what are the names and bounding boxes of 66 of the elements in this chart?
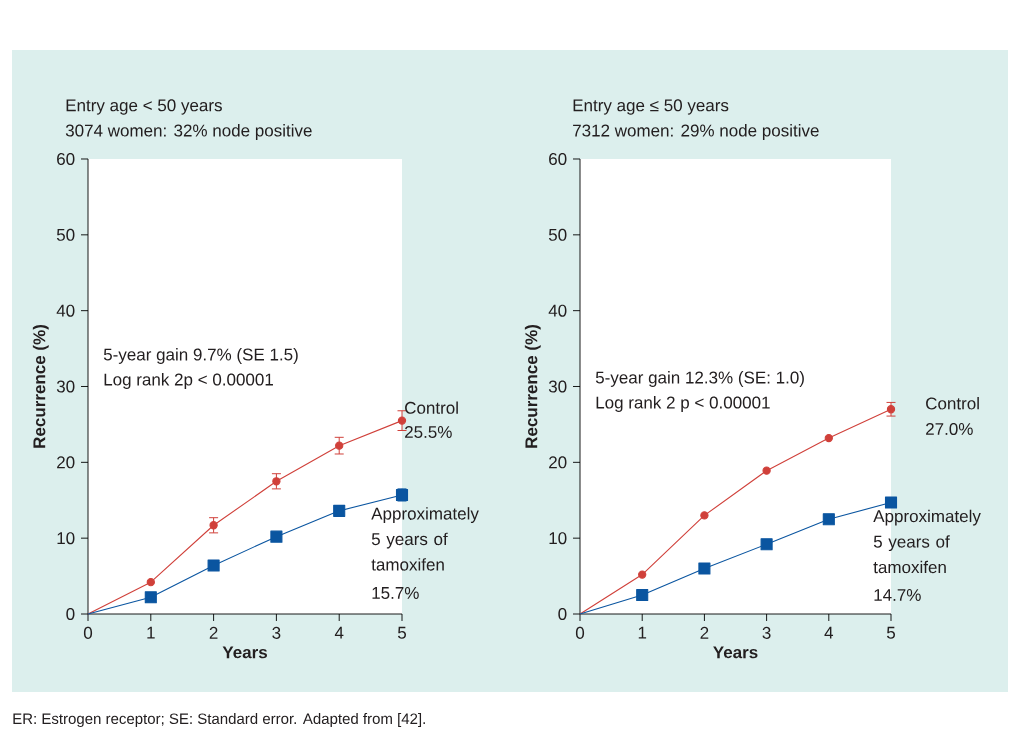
- point: [822, 513, 835, 526]
- series-label: Approximately 5 years of tamoxifen: [873, 509, 981, 574]
- annotation: 5-year gain 12.3% (SE: 1.0): [595, 371, 804, 387]
- x-tick-label: 5: [886, 626, 896, 639]
- series-label: Control: [926, 397, 979, 410]
- series-label: Control: [405, 401, 458, 414]
- point: [700, 511, 709, 520]
- y-tick-label: 40: [548, 304, 567, 317]
- y-tick-label: 10: [57, 532, 75, 545]
- text: 25.5%: [405, 425, 452, 439]
- x-tick-label: 1: [147, 626, 155, 639]
- point: [760, 538, 773, 551]
- y-tick-label: 30: [548, 380, 567, 393]
- text: ER: Estrogen receptor; SE: Standard error. Adapted from [42].: [13, 713, 425, 727]
- chart-title: Entry age ≤ 50 years: [573, 99, 729, 115]
- y-tick-label: 30: [56, 380, 75, 393]
- y-tick-label: 40: [56, 304, 75, 317]
- x-tick-label: 0: [83, 626, 93, 639]
- x-tick-label: 0: [575, 626, 585, 639]
- x-tick-label: 2: [700, 626, 709, 639]
- point: [335, 441, 344, 450]
- series-label: Approximately 5 years of tamoxifen: [371, 507, 479, 571]
- annotation: Log rank 2p < 0.00001: [104, 373, 273, 389]
- x-axis-title: Years: [713, 646, 758, 659]
- y-tick-label: 50: [56, 228, 75, 241]
- point: [397, 416, 407, 425]
- point: [636, 588, 649, 602]
- point: [886, 405, 896, 414]
- x-tick-label: 5: [397, 626, 407, 639]
- y-tick-label: 50: [548, 228, 567, 241]
- y-tick-label: 60: [549, 152, 567, 166]
- point: [333, 504, 346, 517]
- point: [762, 466, 771, 475]
- x-tick-label: 2: [209, 626, 218, 639]
- x-axis-title: Years: [222, 646, 267, 659]
- point: [207, 559, 220, 572]
- annotation: 15.7%: [372, 587, 419, 599]
- y-tick-label: 0: [558, 607, 567, 621]
- point: [698, 562, 711, 575]
- y-tick-label: 10: [549, 532, 567, 545]
- y-axis-title: Recurrence (%): [524, 325, 541, 448]
- y-tick-label: 20: [549, 456, 567, 469]
- x-tick-label: 3: [762, 626, 771, 639]
- point: [146, 578, 155, 587]
- y-tick-label: 0: [66, 607, 75, 621]
- annotation: 14.7%: [874, 589, 921, 601]
- y-axis-title: Recurrence (%): [32, 325, 49, 448]
- point: [824, 433, 833, 443]
- x-tick-label: 4: [334, 626, 344, 639]
- x-tick-label: 1: [638, 626, 647, 639]
- point: [638, 570, 647, 579]
- text: 27.0%: [926, 422, 973, 436]
- annotation: 5-year gain 9.7% (SE 1.5): [103, 348, 298, 364]
- y-tick-label: 20: [57, 456, 75, 469]
- point: [144, 591, 157, 604]
- point: [272, 477, 281, 486]
- chart-subtitle: 3074 women: 32% node positive: [65, 124, 312, 140]
- chart-subtitle: 7312 women: 29% node positive: [573, 124, 819, 140]
- point: [884, 496, 898, 509]
- point: [209, 521, 218, 530]
- y-tick-label: 60: [57, 152, 75, 166]
- x-tick-label: 3: [272, 626, 281, 639]
- x-tick-label: 4: [824, 626, 834, 639]
- point: [270, 530, 283, 543]
- annotation: Log rank 2 p < 0.00001: [596, 396, 770, 412]
- chart-title: Entry age < 50 years: [66, 99, 222, 115]
